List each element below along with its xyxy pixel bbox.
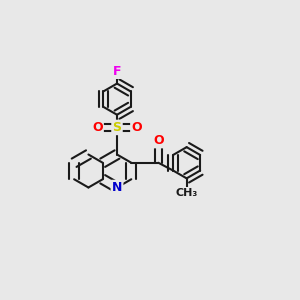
Text: O: O <box>92 121 103 134</box>
Text: N: N <box>112 181 122 194</box>
Text: F: F <box>113 65 121 78</box>
Text: S: S <box>112 121 122 134</box>
Text: CH₃: CH₃ <box>176 188 198 198</box>
Text: O: O <box>131 121 142 134</box>
Text: O: O <box>153 134 164 147</box>
